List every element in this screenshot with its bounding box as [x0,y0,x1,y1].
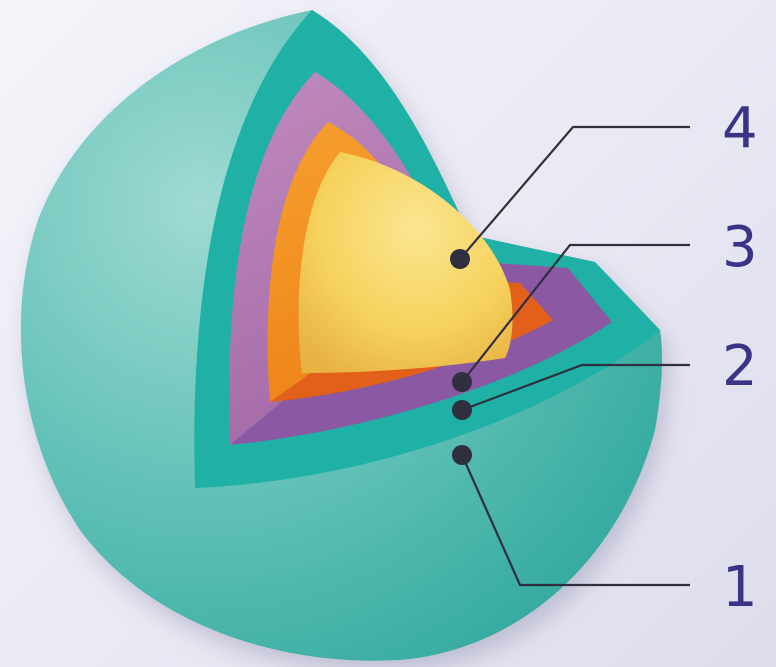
leader-line-2 [461,363,690,412]
callout-label-4: 4 [722,96,758,161]
callout-label-3: 3 [722,215,758,280]
leader-line-1 [460,454,690,587]
layer-4-core [298,152,513,373]
leader-dot-3 [452,372,472,392]
leader-dot-2 [452,400,472,420]
callout-label-1: 1 [722,555,758,620]
callout-label-2: 2 [722,334,758,399]
leader-line-3 [461,243,690,383]
leader-line-4 [459,125,690,260]
leader-dot-4 [450,249,470,269]
core-body [298,152,513,373]
leader-dot-1 [452,445,472,465]
callout-labels: 4 3 2 1 [722,96,758,620]
leader-lines [459,125,690,587]
leader-dots [450,249,472,465]
